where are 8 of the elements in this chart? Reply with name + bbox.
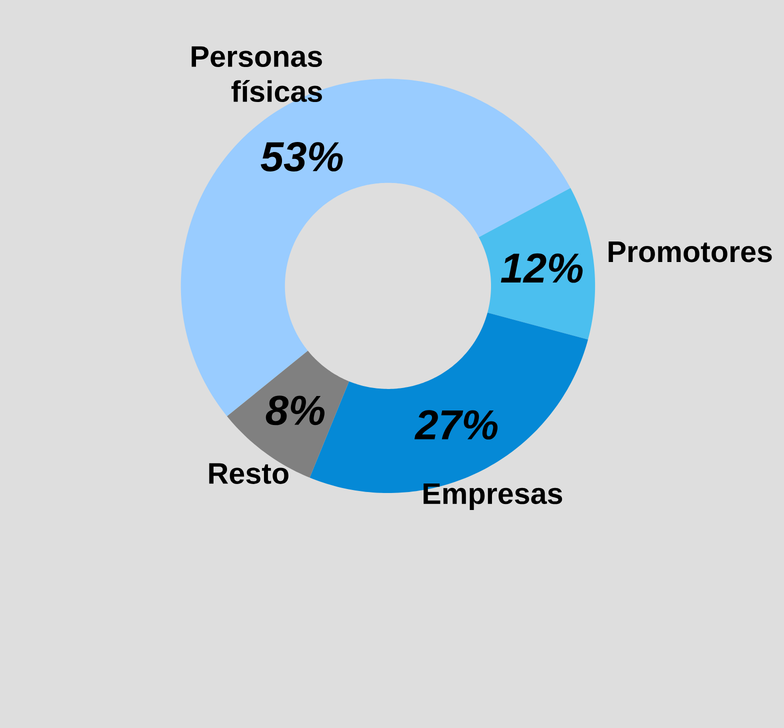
data-label: 8% xyxy=(266,395,325,425)
slice-label: Resto xyxy=(209,463,288,484)
slice-label: Personas físicas xyxy=(192,46,322,102)
data-label: 27% xyxy=(414,410,498,440)
slice-label: Empresas xyxy=(424,483,562,510)
slice-label: Promotores xyxy=(608,241,772,262)
data-label: 12% xyxy=(500,253,583,283)
data-label: 53% xyxy=(260,142,343,172)
